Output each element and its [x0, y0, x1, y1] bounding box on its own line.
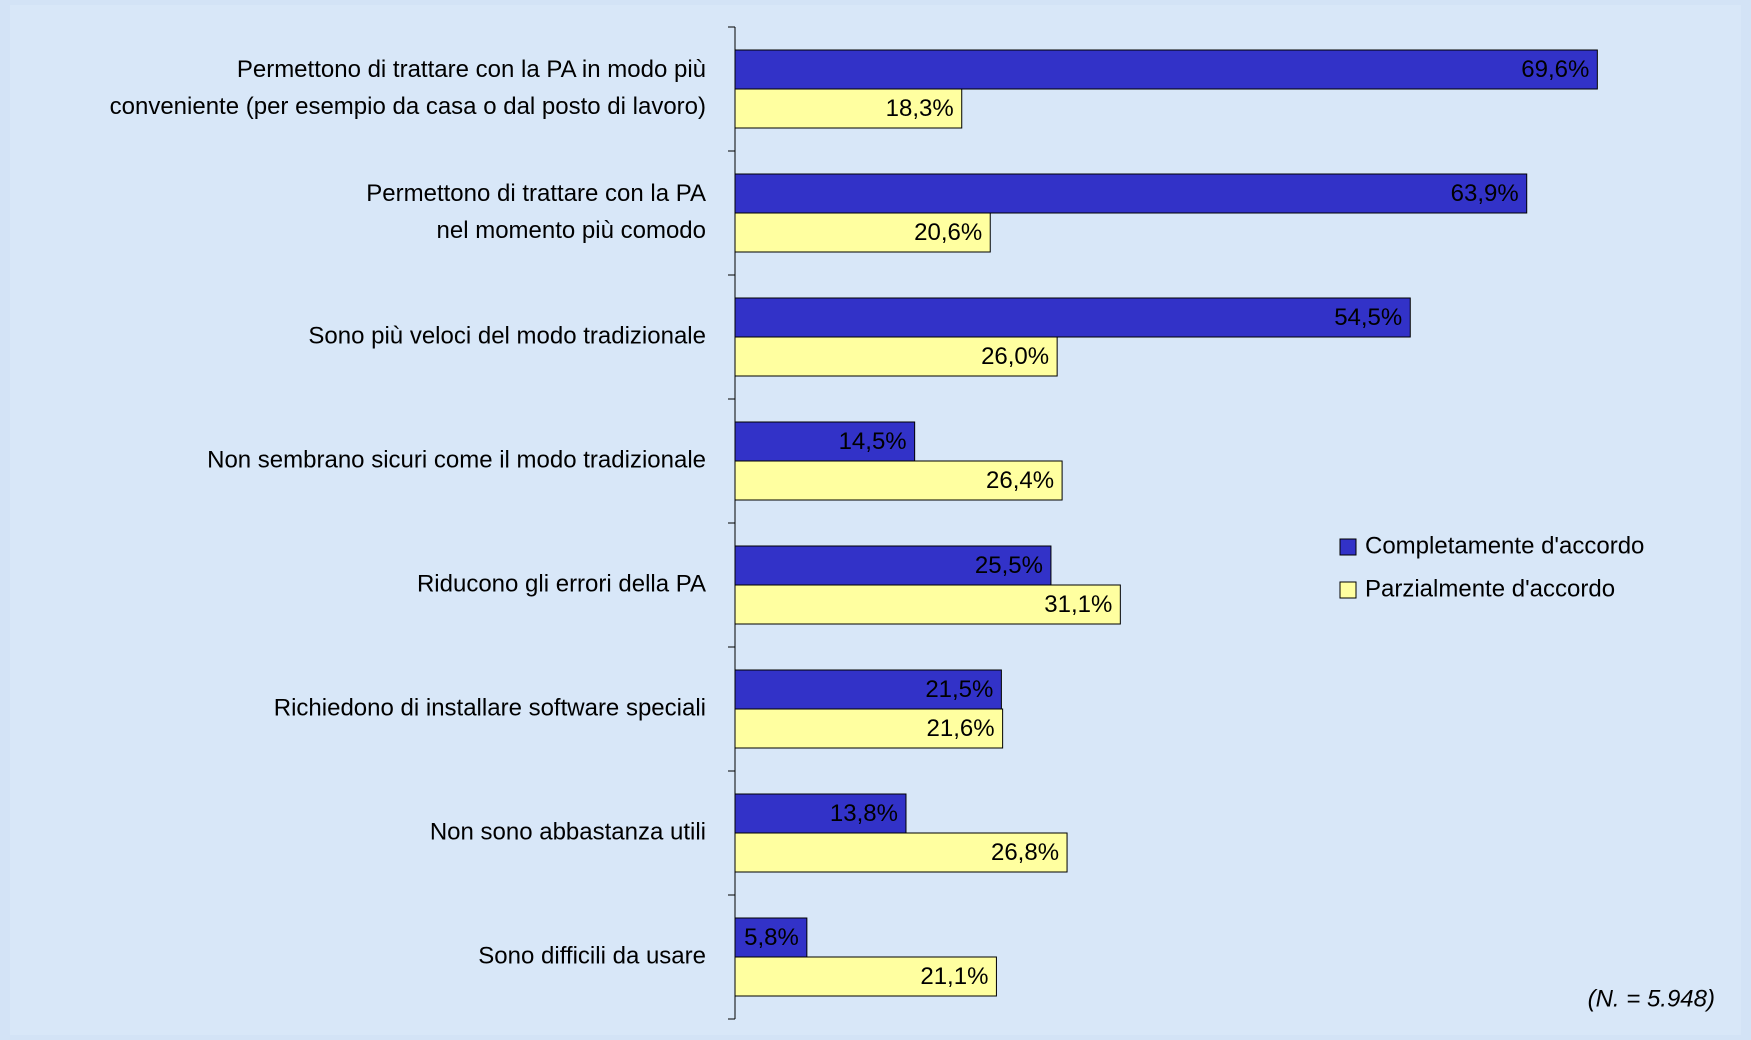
annotation: (N. = 5.948)	[1588, 985, 1715, 1012]
value-label: 26,8%	[991, 839, 1059, 866]
bar	[734, 917, 808, 958]
category-label: Permettono di trattare con la PA	[366, 180, 706, 207]
bar	[734, 336, 1058, 377]
legend-label: Parzialmente d'accordo	[1365, 575, 1615, 602]
value-label: 26,0%	[981, 343, 1049, 370]
value-label: 18,3%	[886, 95, 954, 122]
bar	[734, 669, 1002, 710]
bar	[734, 832, 1068, 873]
category-label: nel momento più comodo	[437, 217, 706, 244]
bar	[734, 584, 1121, 625]
value-label: 69,6%	[1521, 56, 1589, 83]
value-label: 21,1%	[920, 963, 988, 990]
value-label: 14,5%	[839, 428, 907, 455]
value-label: 63,9%	[1451, 180, 1519, 207]
value-label: 26,4%	[986, 467, 1054, 494]
value-label: 25,5%	[975, 552, 1043, 579]
bar	[734, 49, 1598, 90]
value-label: 21,5%	[925, 676, 993, 703]
bar	[734, 421, 916, 462]
category-label: Richiedono di installare software specia…	[274, 694, 706, 721]
bar	[734, 297, 1411, 338]
value-label: 31,1%	[1044, 591, 1112, 618]
legend-label: Completamente d'accordo	[1365, 532, 1644, 559]
bar	[734, 88, 963, 129]
value-label: 5,8%	[744, 924, 799, 951]
legend-swatch	[1339, 581, 1357, 599]
category-label: conveniente (per esempio da casa o dal p…	[110, 93, 706, 120]
bar	[734, 956, 997, 997]
category-label: Permettono di trattare con la PA in modo…	[237, 56, 706, 83]
category-label: Sono più veloci del modo tradizionale	[308, 322, 706, 349]
legend-swatch	[1339, 538, 1357, 556]
value-label: 13,8%	[830, 800, 898, 827]
category-label: Sono difficili da usare	[478, 942, 706, 969]
bar	[734, 173, 1528, 214]
bar	[734, 460, 1063, 501]
category-label: Non sono abbastanza utili	[430, 818, 706, 845]
value-label: 54,5%	[1334, 304, 1402, 331]
category-label: Riducono gli errori della PA	[417, 570, 706, 597]
plot-background	[10, 5, 1741, 1035]
bar	[734, 212, 991, 253]
bar	[734, 708, 1004, 749]
value-label: 20,6%	[914, 219, 982, 246]
category-label: Non sembrano sicuri come il modo tradizi…	[207, 446, 706, 473]
bar	[734, 545, 1052, 586]
value-label: 21,6%	[927, 715, 995, 742]
bar	[734, 793, 907, 834]
